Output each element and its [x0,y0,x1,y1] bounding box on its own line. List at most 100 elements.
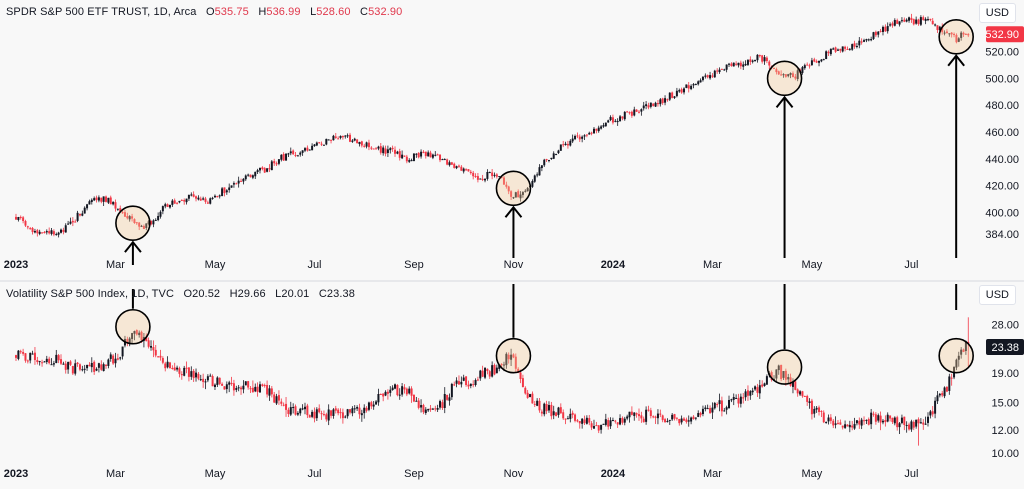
candle-body [187,194,190,199]
candle-body [140,225,143,227]
spy-last-price-label: 532.90 [985,29,1019,41]
candle-body [83,207,86,214]
candle-body [147,221,150,225]
candle-body [135,222,138,224]
candle-body [588,132,591,135]
candle-body [178,200,181,203]
candle-body [673,96,676,98]
candle-body [720,400,723,412]
candle-body [415,400,418,402]
candle-body [822,412,825,423]
candle-body [960,349,963,355]
candle-body [90,199,93,203]
candle-body [924,18,927,21]
candle-body [507,186,510,192]
candle-body [86,364,89,369]
candle-body [562,144,565,146]
candle-body [910,421,913,430]
candle-body [294,154,297,156]
candle-body [839,422,842,425]
candle-body [953,33,956,36]
candle-body [791,73,794,78]
candle-body [154,349,157,356]
candle-body [469,171,472,174]
candle-body [223,386,226,390]
candle-body [725,407,728,410]
bottom-currency-button[interactable]: USD [978,285,1016,305]
candle-body [590,423,593,428]
candle-body [590,132,593,134]
candle-body [768,61,771,66]
candle-body [502,364,505,366]
candle-body [502,177,505,185]
candle-body [95,368,98,371]
candle-body [607,120,610,123]
candle-body [462,377,465,381]
spy-y-tick-label: 400.00 [985,207,1019,219]
vix-y-tick-label: 10.00 [991,448,1019,460]
candle-body [491,172,494,177]
candle-body [718,69,721,73]
candle-body [732,62,735,67]
candle-body [401,154,404,159]
candle-body [640,415,643,419]
candle-body [813,408,816,414]
candle-body [801,391,804,397]
candle-body [481,178,484,180]
candle-body [860,419,863,426]
candle-body [420,405,423,408]
candle-body [820,410,823,412]
candle-body [832,420,835,426]
candle-body [642,418,645,423]
candle-body [270,161,273,171]
vix-y-tick-label: 15.00 [991,397,1019,409]
candle-body [448,397,451,401]
candle-body [628,112,631,114]
candle-body [531,393,534,404]
candle-body [891,23,894,26]
candle-body [860,41,863,43]
candle-body [716,404,719,406]
candle-body [36,360,39,363]
candle-body [773,67,776,69]
candle-body [95,197,98,201]
candle-body [934,24,937,26]
candle-body [57,355,60,361]
vix-x-tick-label: Jul [307,468,321,480]
candle-body [339,135,342,138]
candle-body [874,31,877,36]
candle-body [299,408,302,414]
candle-body [334,408,337,411]
candle-body [424,409,427,413]
candle-body [853,43,856,47]
top-currency-button[interactable]: USD [978,3,1016,23]
spy-y-tick-label: 420.00 [985,181,1019,193]
top-chart-header: SPDR S&P 500 ETF TRUST, 1D, Arca O535.75… [6,6,402,18]
candle-body [964,341,967,351]
candle-body [683,88,686,93]
candle-body [659,413,662,415]
candle-body [363,145,366,147]
candle-body [408,160,411,162]
candle-body [356,139,359,144]
candle-body [597,127,600,132]
candle-body [171,367,174,369]
candle-body [299,152,302,155]
candle-body [370,147,373,149]
candle-body [863,420,866,422]
candle-body [699,412,702,416]
candle-body [344,416,347,418]
candle-body [330,139,333,141]
candle-body [135,330,138,335]
candle-body [884,420,887,423]
candle-body [123,212,126,217]
candle-body [408,388,411,394]
candle-body [960,32,963,38]
candle-body [533,175,536,182]
candle-body [17,217,20,220]
candle-body [683,418,686,421]
spy-x-tick-label: May [802,259,823,271]
candle-body [370,402,373,407]
candle-body [742,397,745,399]
